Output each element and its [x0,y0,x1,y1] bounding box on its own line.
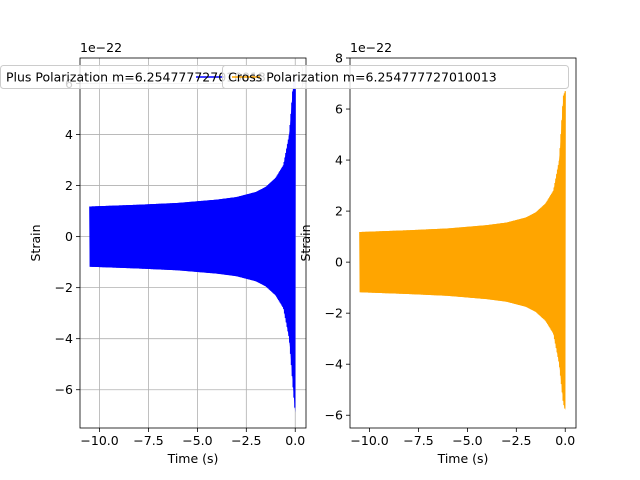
y-tick-label: 8 [335,51,343,66]
x-tick-label: −10.0 [350,433,388,448]
x-tick-label: −7.5 [403,433,433,448]
x-tick-label: −5.0 [452,433,482,448]
y-tick-label: 4 [65,127,73,142]
legend-box [222,65,569,89]
y-axis-label: Strain [298,224,313,261]
y-tick-label: −6 [325,408,343,423]
series-line-0 [359,91,566,409]
legend-label: Plus Polarization m=6.254777727010013 [6,70,266,85]
x-tick-label: 0.0 [555,433,575,448]
left-axes: −10.0−7.5−5.0−2.50.0−6−4−202461e−22Time … [28,40,307,466]
x-tick-label: 0.0 [285,433,305,448]
offset-text: 1e−22 [350,40,392,55]
y-tick-label: 6 [335,102,343,117]
x-tick-label: −2.5 [501,433,531,448]
offset-text: 1e−22 [80,40,122,55]
x-tick-label: −10.0 [80,433,118,448]
axes-frame [349,57,577,429]
y-tick-label: 0 [335,255,343,270]
y-tick-label: −6 [55,382,73,397]
y-tick-label: 2 [335,204,343,219]
y-tick-label: −2 [325,306,343,321]
legend-label: Cross Polarization m=6.254777727010013 [228,70,497,85]
x-axis-label: Time (s) [167,451,219,466]
y-tick-label: 4 [335,153,343,168]
x-tick-label: −2.5 [231,433,261,448]
y-axis-label: Strain [28,224,43,261]
y-tick-label: −2 [55,280,73,295]
y-tick-label: 2 [65,178,73,193]
x-axis-label: Time (s) [437,451,489,466]
right-axes: −10.0 −7.5 −5.0 −2.5 0.0 −6 −4 −2 0 2 4 6 8 1e−22 Time… [298,40,577,466]
x-tick-label: −5.0 [182,433,212,448]
y-tick-label: 0 [65,229,73,244]
y-tick-label: −4 [55,331,73,346]
right-legend: Cross Polarization m=6.254777727010013 [222,65,569,89]
series-line-0 [89,78,296,408]
y-tick-label: −4 [325,357,343,372]
axes-frame [79,57,307,429]
x-tick-label: −7.5 [133,433,163,448]
